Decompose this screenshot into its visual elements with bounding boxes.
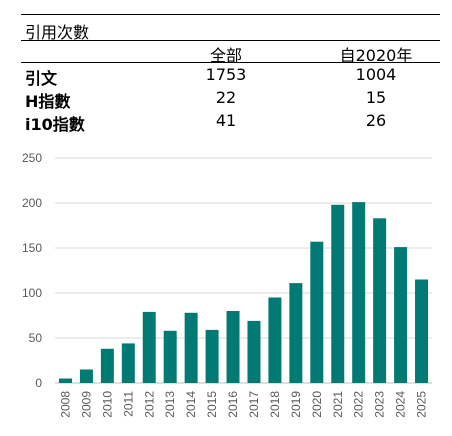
citations-all-value: 1753 [205, 65, 247, 84]
x-tick-label: 2013 [163, 391, 177, 418]
bar-2017 [247, 320, 261, 383]
x-tick-label: 2014 [184, 391, 198, 418]
bar-2023 [373, 218, 387, 383]
x-tick-label: 2021 [331, 391, 345, 418]
x-tick-label: 2022 [352, 391, 366, 418]
y-tick-label: 150 [22, 241, 42, 255]
bar-2012 [142, 311, 156, 383]
x-tick-label: 2019 [289, 391, 303, 418]
bar-2015 [205, 329, 219, 383]
bar-2024 [394, 247, 408, 383]
y-tick-label: 0 [35, 376, 42, 390]
bar-2010 [100, 348, 114, 383]
bar-2022 [352, 202, 366, 383]
i10-index-all-value: 41 [215, 111, 237, 130]
bar-2025 [415, 279, 429, 383]
x-tick-label: 2020 [310, 391, 324, 418]
bar-2013 [163, 330, 177, 383]
table-top-rule [21, 14, 440, 15]
h-index-all-value: 22 [215, 88, 237, 107]
y-tick-label: 250 [22, 151, 42, 165]
table-title: 引用次數 [25, 23, 90, 42]
column-header-since: 自2020年 [339, 46, 413, 65]
citations-since-value: 1004 [355, 65, 397, 84]
y-tick-label: 100 [22, 286, 42, 300]
h-index-since-value: 15 [365, 88, 387, 107]
bar-2009 [79, 369, 93, 383]
bar-2018 [268, 297, 282, 383]
x-tick-label: 2024 [394, 391, 408, 418]
row-label-i10-index: i10指數 [25, 115, 85, 134]
row-label-citations: 引文 [25, 69, 58, 88]
bar-2020 [310, 241, 324, 383]
column-header-all: 全部 [209, 46, 242, 65]
x-tick-label: 2010 [100, 391, 114, 418]
table-header-rule [21, 62, 440, 63]
x-tick-label: 2015 [205, 391, 219, 418]
x-tick-label: 2017 [247, 391, 261, 418]
bar-2019 [289, 283, 303, 383]
bar-2021 [331, 204, 345, 383]
table-title-rule [21, 40, 440, 41]
row-label-h-index: H指數 [25, 92, 71, 111]
citations-bar-chart: 0 50 100 150 200 250 2008 2009 2010 2011 2012 2013 2… [22, 151, 432, 418]
y-tick-label: 200 [22, 196, 42, 210]
x-tick-label: 2016 [226, 391, 240, 418]
x-tick-label: 2008 [58, 391, 72, 418]
x-tick-label: 2009 [79, 391, 93, 418]
y-tick-label: 50 [29, 331, 43, 345]
x-tick-label: 2023 [373, 391, 387, 418]
i10-index-since-value: 26 [365, 111, 387, 130]
bar-2008 [58, 378, 72, 383]
bar-2016 [226, 311, 240, 383]
x-tick-label: 2012 [142, 391, 156, 418]
x-tick-label: 2018 [268, 391, 282, 418]
x-tick-label: 2011 [121, 391, 135, 417]
x-tick-label: 2025 [415, 391, 429, 418]
bar-2011 [121, 343, 135, 383]
bar-2014 [184, 312, 198, 383]
